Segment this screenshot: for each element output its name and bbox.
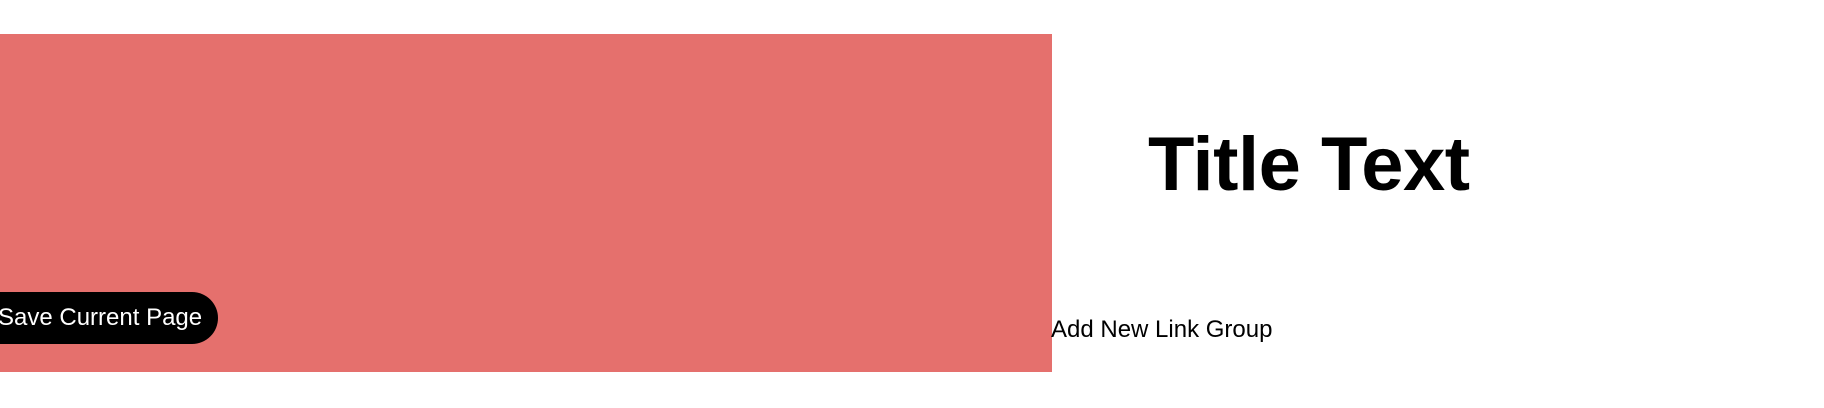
save-current-page-button[interactable]: Save Current Page (0, 292, 219, 344)
hero-panel: Save Current Page (0, 34, 1052, 372)
add-new-link-group-button[interactable]: Add New Link Group (1051, 314, 1272, 346)
page-title: Title Text (1148, 122, 1470, 207)
